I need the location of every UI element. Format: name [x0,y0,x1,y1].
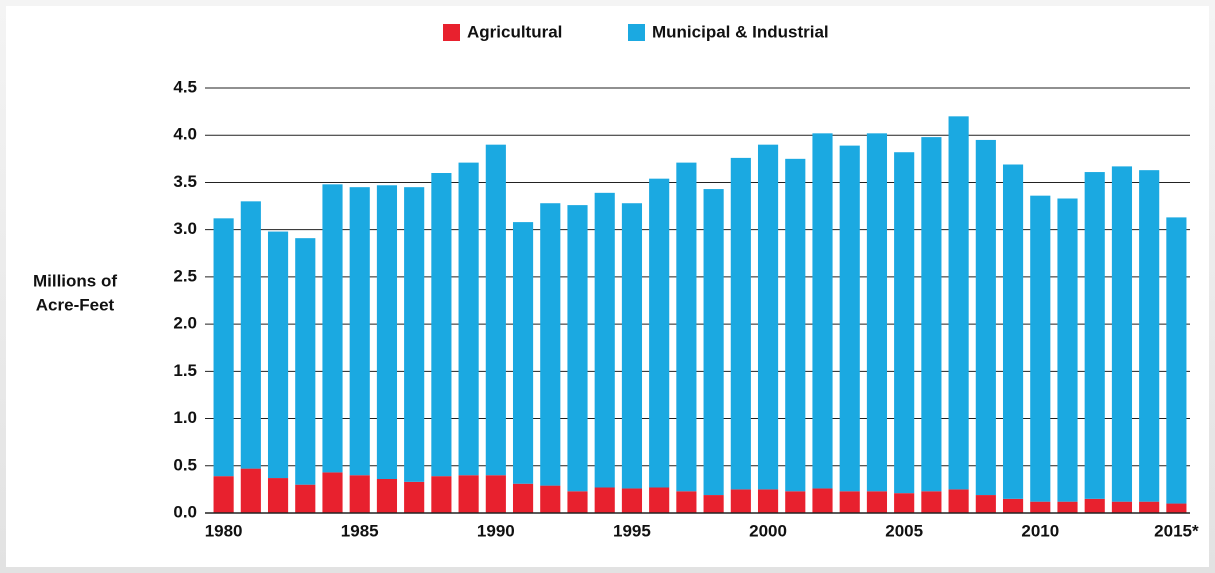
bar-segment [1084,172,1105,499]
y-tick-label: 0.0 [173,502,197,521]
bar-segment [349,475,370,513]
bar-segment [621,488,643,513]
bar-segment [458,162,479,476]
bar-segment [240,468,261,513]
bar-segment [730,157,751,490]
bar-segment [1111,501,1133,513]
bar-segment [676,491,697,513]
bar-segment [1057,198,1078,502]
bar-segment [921,137,942,492]
bar-segment [812,488,833,513]
y-tick-label: 3.0 [173,219,197,238]
bar-segment [866,133,888,492]
x-tick-label: 1990 [477,521,515,540]
bar-segment [866,491,888,513]
bar-segment [512,222,534,484]
bar-segment [975,495,996,513]
bar-segment [839,491,860,513]
bar-segment [676,162,697,492]
legend-label: Agricultural [467,22,562,41]
bar-segment [1084,498,1105,513]
bar-segment [213,218,234,477]
bar-segment [621,203,643,489]
bar-segment [1139,170,1160,502]
bar-segment [431,173,452,477]
bar-segment [213,476,234,513]
x-tick-label: 2000 [749,521,787,540]
x-tick-label: 2005 [885,521,923,540]
bar-segment [540,203,561,486]
bar-segment [649,487,670,513]
bar-segment [703,495,724,513]
bar-segment [1002,164,1024,499]
bar-segment [376,479,398,513]
y-axis-label: Millions of [33,271,117,290]
bar-segment [1111,166,1133,502]
x-tick-label: 2015* [1154,521,1199,540]
bar-segment [594,192,615,488]
bar-segment [1057,501,1078,513]
legend-swatch [443,24,460,41]
x-tick-label: 1980 [205,521,243,540]
bar-segment [975,139,996,496]
bar-segment [594,487,615,513]
y-tick-label: 3.5 [173,172,197,191]
bar-segment [458,475,479,513]
bar-segment [512,483,534,513]
y-tick-label: 4.0 [173,125,197,144]
bar-segment [349,187,370,476]
bar-segment [1030,195,1051,502]
bar-segment [322,472,343,513]
bar-segment [240,201,261,469]
bar-segment [1139,501,1160,513]
bar-segment [703,189,724,496]
x-tick-label: 2010 [1021,521,1059,540]
bar-segment [839,145,860,492]
bar-segment [948,116,969,490]
y-tick-label: 0.5 [173,455,197,474]
bar-segment [1002,498,1024,513]
bar-segment [730,489,751,513]
bar-segment [404,481,425,513]
x-tick-label: 1985 [341,521,379,540]
legend-swatch [628,24,645,41]
bar-segment [1030,501,1051,513]
bar-segment [567,205,588,492]
bar-segment [757,489,779,513]
bar-segment [295,484,316,513]
bar-segment [567,491,588,513]
y-tick-label: 2.0 [173,314,197,333]
bar-segment [785,158,806,492]
bar-segment [295,238,316,485]
bar-segment [267,478,289,513]
bar-segment [485,475,506,513]
bar-segment [785,491,806,513]
x-tick-label: 1995 [613,521,651,540]
y-axis-label: Acre-Feet [36,295,115,314]
y-tick-label: 1.5 [173,361,197,380]
y-tick-label: 1.0 [173,408,197,427]
bar-segment [1166,503,1187,513]
bar-segment [921,491,942,513]
bar-segment [812,133,833,489]
bar-segment [376,185,398,479]
bar-segment [894,152,915,494]
bar-segment [649,178,670,488]
bar-segment [757,144,779,490]
bar-segment [431,476,452,513]
bar-segment [267,231,289,479]
bar-segment [894,493,915,513]
bar-segment [322,184,343,473]
bar-segment [948,489,969,513]
bar-segment [404,187,425,482]
y-tick-label: 4.5 [173,77,197,96]
bar-segment [540,485,561,513]
bar-segment [485,144,506,476]
bar-segment [1166,217,1187,504]
legend-label: Municipal & Industrial [652,22,829,41]
y-tick-label: 2.5 [173,266,197,285]
